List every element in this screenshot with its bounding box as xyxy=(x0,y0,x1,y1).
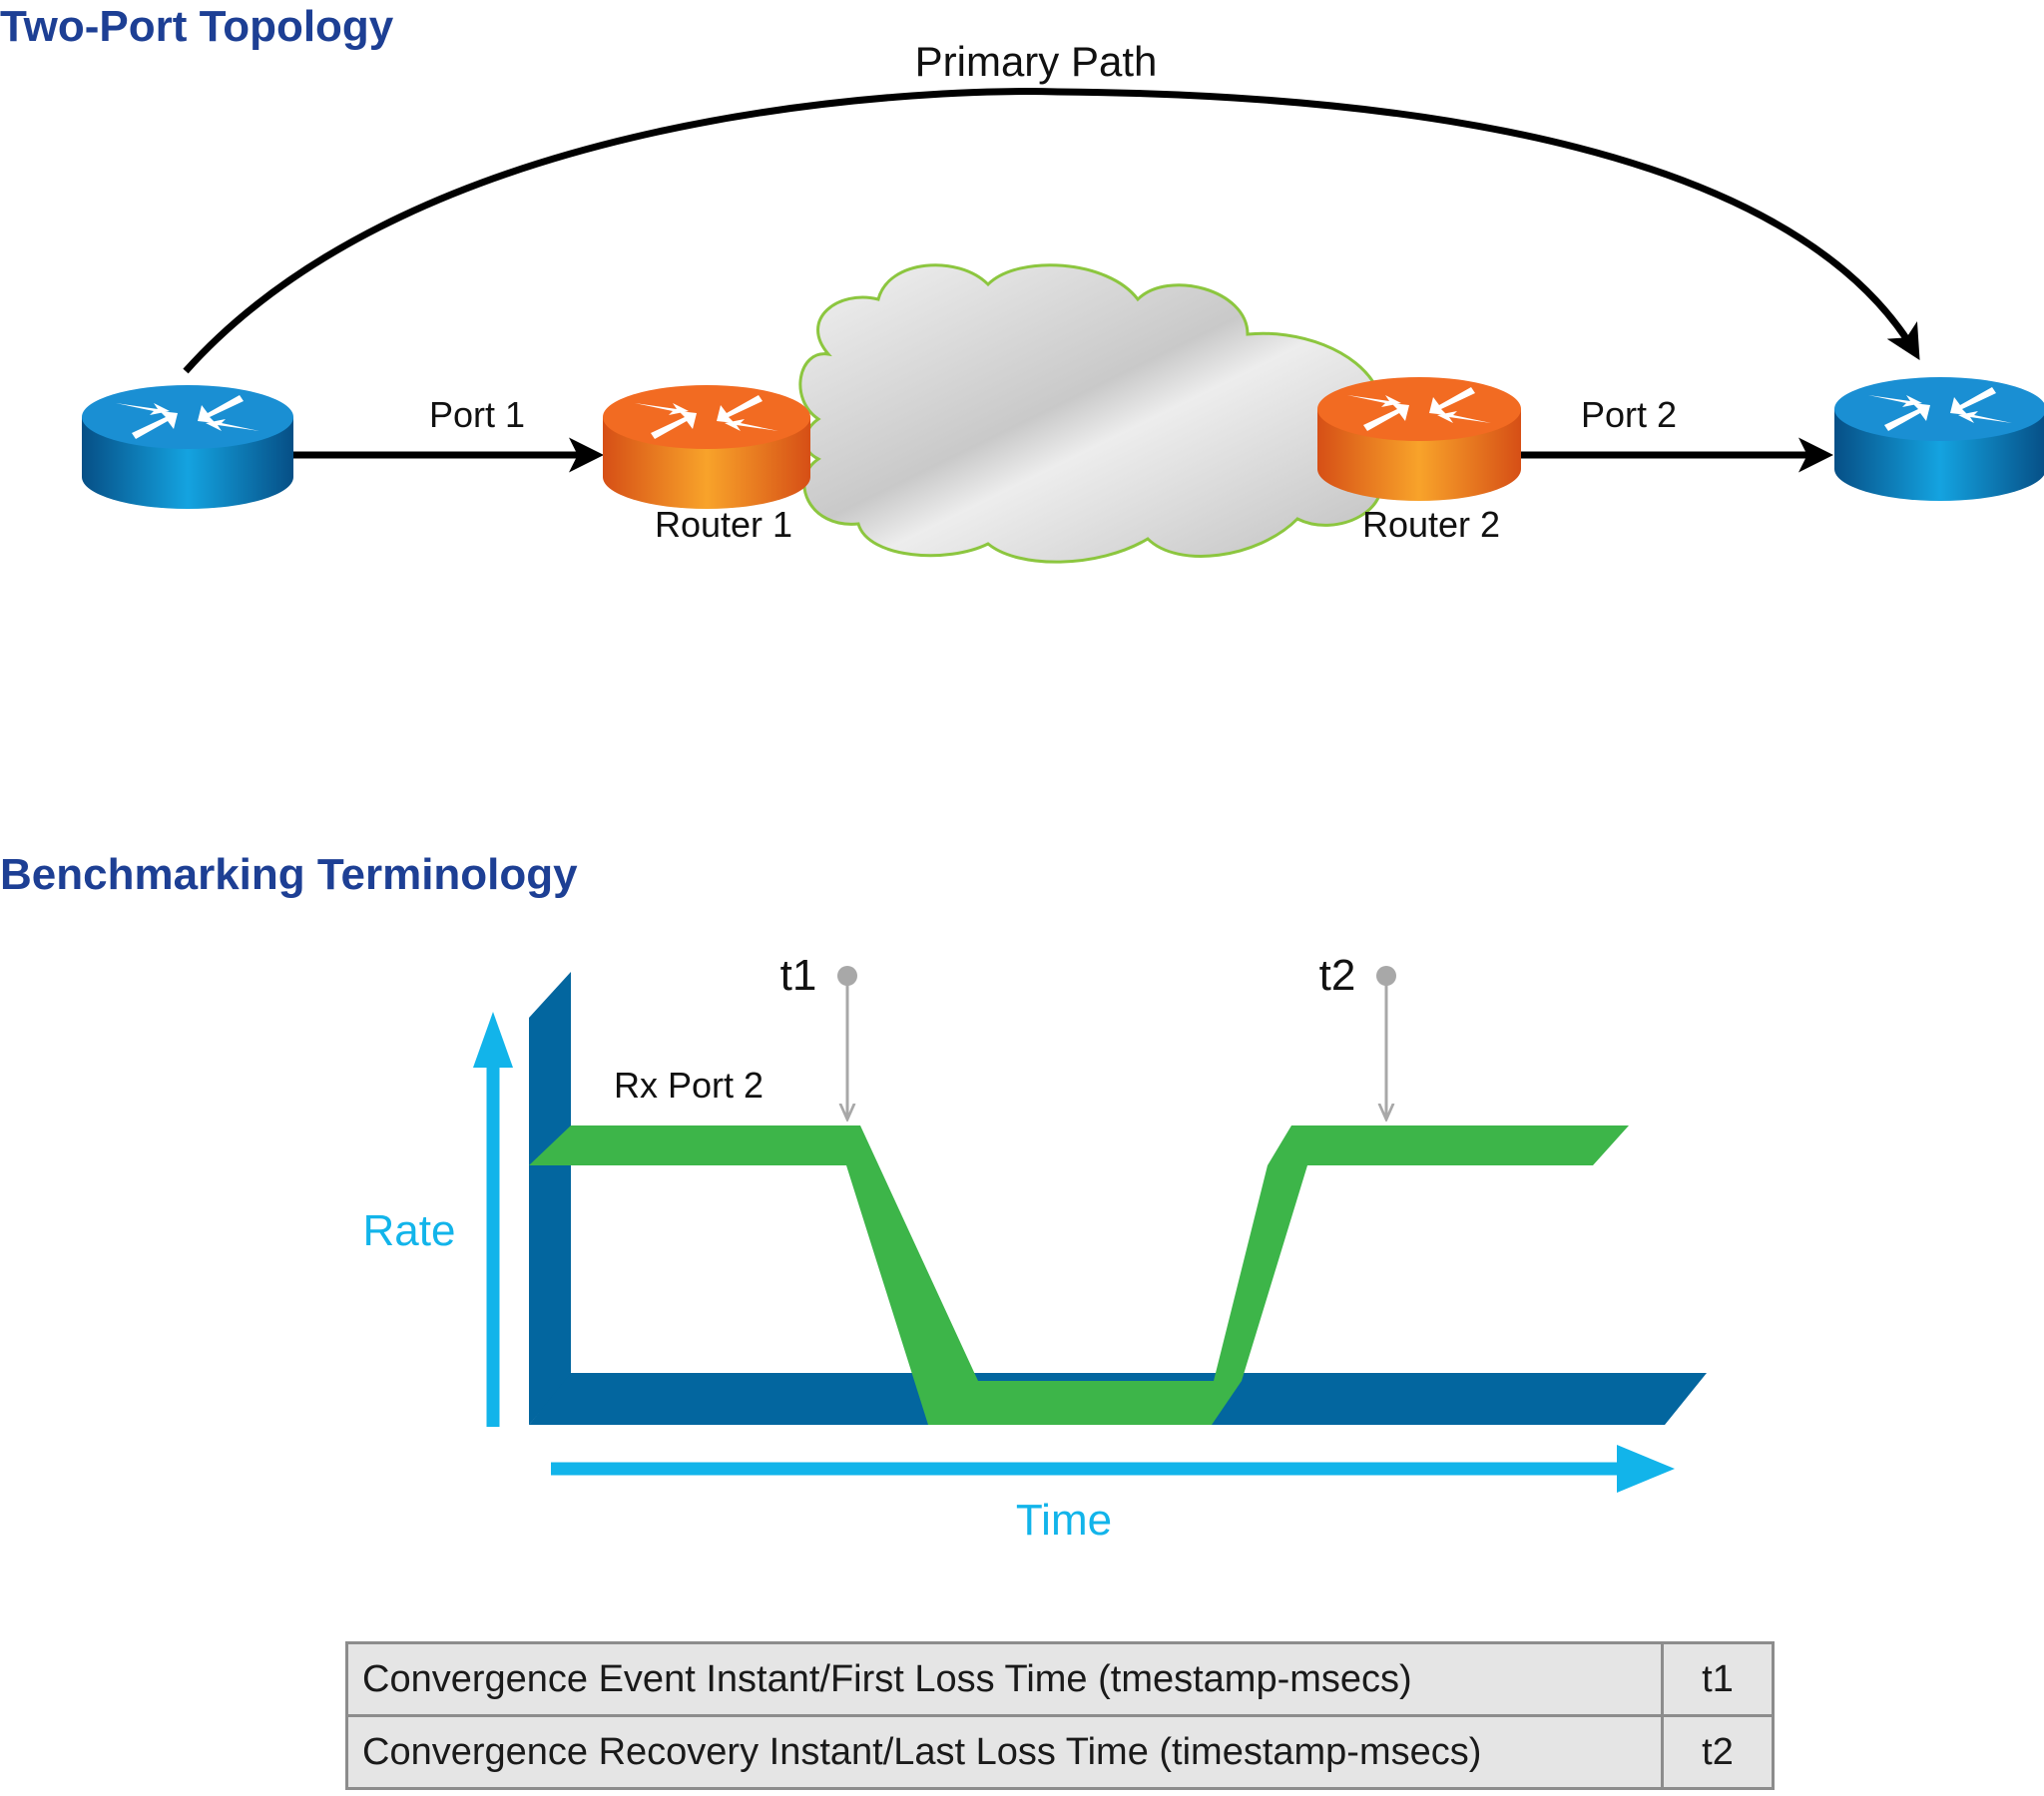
time-axis-label: Time xyxy=(1016,1496,1112,1545)
table-row: Convergence Event Instant/First Loss Tim… xyxy=(345,1641,1775,1717)
primary-path-arrow xyxy=(183,88,1920,374)
router2-icon xyxy=(1317,377,1521,501)
t2-label: t2 xyxy=(1319,951,1356,1000)
time-axis-arrowhead xyxy=(1617,1445,1675,1493)
t2-marker xyxy=(1376,966,1396,1120)
cloud-icon xyxy=(798,263,1405,564)
router1-icon xyxy=(603,385,810,509)
t1-label: t1 xyxy=(780,951,817,1000)
topology-title: Two-Port Topology xyxy=(0,2,394,51)
row2-description: Convergence Recovery Instant/Last Loss T… xyxy=(345,1714,1664,1790)
t1-marker xyxy=(837,966,857,1120)
row1-value: t1 xyxy=(1661,1641,1775,1717)
rate-axis-label: Rate xyxy=(363,1206,456,1255)
row2-value: t2 xyxy=(1661,1714,1775,1790)
destination-router-icon xyxy=(1834,377,2044,501)
port2-label: Port 2 xyxy=(1581,394,1677,435)
router1-label: Router 1 xyxy=(655,504,792,545)
table-row: Convergence Recovery Instant/Last Loss T… xyxy=(345,1714,1775,1790)
rx-port2-trace xyxy=(529,1125,1629,1425)
terminology-table: Convergence Event Instant/First Loss Tim… xyxy=(345,1641,1775,1790)
series-label: Rx Port 2 xyxy=(614,1065,764,1106)
port1-label: Port 1 xyxy=(429,394,525,435)
rate-axis-arrowhead xyxy=(473,1012,513,1068)
router2-label: Router 2 xyxy=(1362,504,1500,545)
benchmark-title: Benchmarking Terminology xyxy=(0,850,578,899)
y-axis-wall xyxy=(529,972,571,1425)
primary-path-label: Primary Path xyxy=(915,38,1158,85)
row1-description: Convergence Event Instant/First Loss Tim… xyxy=(345,1641,1664,1717)
source-router-icon xyxy=(82,385,293,509)
